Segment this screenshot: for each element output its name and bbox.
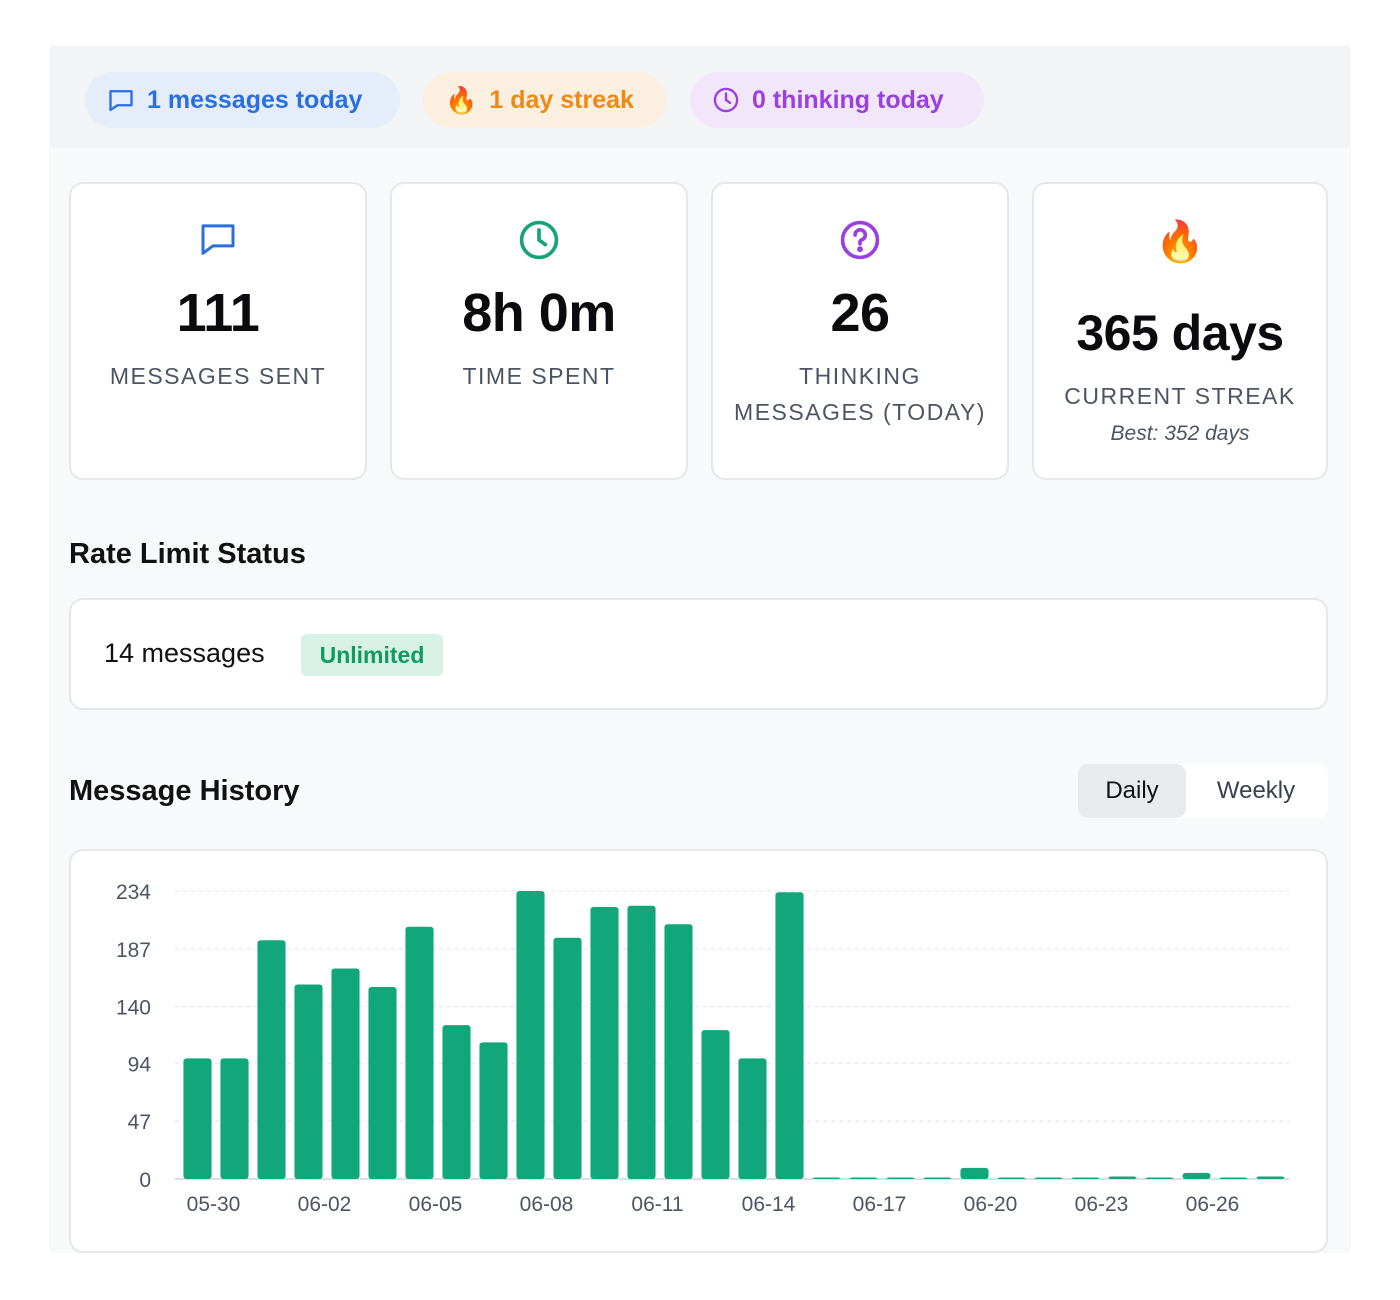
chart-bar (183, 1058, 212, 1179)
chart-bar (331, 968, 360, 1179)
chart-bar (405, 926, 434, 1179)
chart-bar (812, 1177, 841, 1179)
day-streak-pill: 🔥 1 day streak (423, 72, 666, 128)
y-tick-label: 47 (128, 1111, 151, 1134)
toggle-weekly-button[interactable]: Weekly (1216, 777, 1296, 804)
chart-bar (923, 1177, 952, 1179)
chart-bar (516, 891, 545, 1179)
fire-icon: 🔥 (1155, 220, 1205, 264)
status-badge: Unlimited (301, 634, 443, 676)
x-tick-label: 05-30 (187, 1193, 241, 1216)
chart-bar (627, 905, 656, 1179)
clock-icon (713, 87, 739, 113)
x-tick-label: 06-26 (1186, 1193, 1240, 1216)
clock-icon (519, 220, 559, 260)
stat-label: CURRENT STREAK (1064, 383, 1296, 409)
y-tick-label: 234 (116, 881, 151, 904)
y-tick-label: 94 (128, 1053, 152, 1076)
chart-bar (1256, 1176, 1285, 1179)
chart-bar (442, 1025, 471, 1179)
y-tick-label: 0 (139, 1169, 151, 1192)
chart-bar (1108, 1176, 1137, 1179)
stat-card-streak: 🔥 365 days CURRENT STREAK Best: 352 days (1032, 182, 1328, 480)
best-streak: Best: 352 days (1110, 422, 1250, 445)
chart-bar (738, 1058, 767, 1179)
stat-value: 365 days (1076, 305, 1284, 361)
chart-bar (1034, 1177, 1063, 1179)
stat-label: TIME SPENT (462, 363, 616, 389)
chart-bar (590, 907, 619, 1179)
chart-bar (294, 984, 323, 1179)
chart-bar (553, 937, 582, 1179)
thinking-today-pill: 0 thinking today (690, 72, 984, 128)
chart-bar (368, 987, 397, 1179)
x-tick-label: 06-11 (631, 1193, 683, 1216)
toggle-daily-button[interactable]: Daily (1078, 764, 1186, 818)
rate-limit-count: 14 messages (104, 638, 265, 668)
stat-card-time: 8h 0m TIME SPENT (390, 182, 688, 480)
stat-card-thinking: 26 THINKING MESSAGES (TODAY) (711, 182, 1009, 480)
x-tick-label: 06-05 (409, 1193, 463, 1216)
chat-bubble-icon (109, 90, 133, 112)
fire-icon: 🔥 (445, 85, 478, 115)
chart-bar (1071, 1177, 1100, 1179)
bar-chart: 0 47 94 140 187 234 05-30 06-02 06-05 06-08 06-11 0… (116, 881, 1289, 1216)
chart-bar (775, 892, 804, 1179)
chart-bar (886, 1177, 915, 1179)
x-tick-label: 06-20 (964, 1193, 1018, 1216)
day-streak-text: 1 day streak (489, 85, 634, 114)
y-tick-label: 187 (116, 939, 151, 962)
chart-bar (960, 1167, 989, 1179)
x-tick-label: 06-17 (853, 1193, 907, 1216)
chart-bar (997, 1177, 1026, 1179)
message-history-title: Message History (69, 775, 300, 807)
x-tick-label: 06-14 (742, 1193, 796, 1216)
stat-value: 8h 0m (462, 283, 616, 343)
dashboard-panel: 1 messages today 🔥 1 day streak 0 thinki… (49, 46, 1351, 1253)
y-tick-label: 140 (116, 997, 151, 1020)
thinking-today-text: 0 thinking today (752, 85, 944, 114)
rate-limit-title: Rate Limit Status (69, 538, 306, 570)
question-circle-icon (840, 220, 880, 260)
chart-bar (701, 1030, 730, 1179)
x-tick-label: 06-23 (1075, 1193, 1129, 1216)
chart-bar (849, 1177, 878, 1179)
chat-bubble-icon (201, 224, 235, 255)
message-history-chart: 0 47 94 140 187 234 05-30 06-02 06-05 06-08 06-11 0… (69, 849, 1328, 1253)
summary-bar: 1 messages today 🔥 1 day streak 0 thinki… (49, 46, 1351, 148)
stat-label: MESSAGES SENT (109, 363, 327, 389)
chart-bar (664, 924, 693, 1179)
stat-value: 111 (176, 283, 260, 343)
x-tick-label: 06-02 (298, 1193, 352, 1216)
stat-label-line2: MESSAGES (TODAY) (734, 399, 986, 425)
chart-bar (220, 1058, 249, 1179)
rate-limit-box: 14 messages Unlimited (69, 598, 1328, 710)
x-tick-label: 06-08 (520, 1193, 574, 1216)
chart-bar (1182, 1172, 1211, 1179)
history-range-toggle: Daily Weekly (1078, 764, 1328, 818)
chart-bar (479, 1042, 508, 1179)
chart-bar (1219, 1177, 1248, 1179)
stat-card-messages: 111 MESSAGES SENT (69, 182, 367, 480)
chart-bar (257, 940, 286, 1179)
stat-label-line1: THINKING (799, 363, 921, 389)
chart-bar (1145, 1177, 1174, 1179)
messages-today-pill: 1 messages today (85, 72, 400, 128)
messages-today-text: 1 messages today (147, 85, 363, 114)
stat-value: 26 (830, 283, 890, 343)
